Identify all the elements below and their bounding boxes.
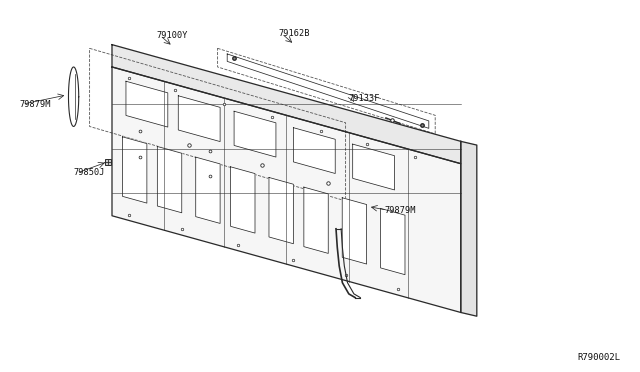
Text: 79100Y: 79100Y bbox=[157, 31, 188, 40]
Polygon shape bbox=[234, 111, 276, 157]
Polygon shape bbox=[353, 144, 394, 190]
Polygon shape bbox=[122, 137, 147, 203]
Polygon shape bbox=[112, 67, 461, 312]
Text: 79879M: 79879M bbox=[384, 206, 415, 215]
Text: R790002L: R790002L bbox=[578, 353, 621, 362]
Polygon shape bbox=[179, 96, 220, 142]
Polygon shape bbox=[381, 208, 405, 275]
Polygon shape bbox=[461, 141, 477, 316]
Polygon shape bbox=[112, 45, 461, 164]
Text: 79133F: 79133F bbox=[349, 94, 380, 103]
Polygon shape bbox=[126, 81, 168, 127]
Polygon shape bbox=[293, 128, 335, 173]
Text: 79879M: 79879M bbox=[19, 100, 51, 109]
Polygon shape bbox=[269, 177, 293, 244]
Text: 79162B: 79162B bbox=[278, 29, 310, 38]
Polygon shape bbox=[230, 167, 255, 233]
Text: 79850J: 79850J bbox=[74, 169, 105, 177]
Polygon shape bbox=[304, 187, 328, 253]
Polygon shape bbox=[342, 198, 367, 264]
Polygon shape bbox=[157, 147, 182, 213]
Polygon shape bbox=[196, 157, 220, 224]
